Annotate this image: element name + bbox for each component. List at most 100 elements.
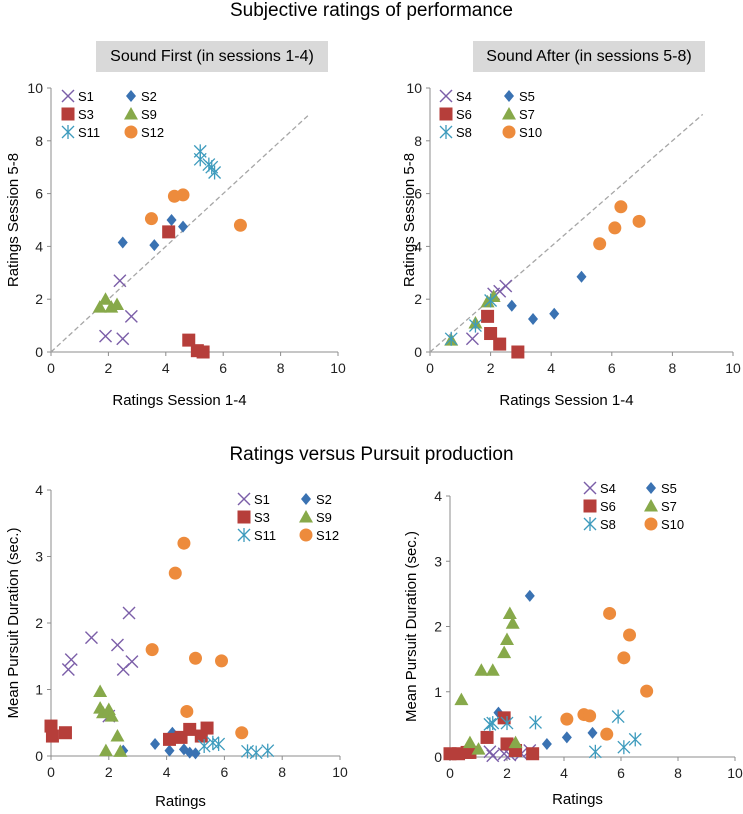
data-point-s5 bbox=[561, 731, 572, 744]
data-point-s10 bbox=[593, 237, 607, 251]
data-point-s12 bbox=[189, 651, 202, 665]
legend-marker bbox=[299, 510, 313, 523]
series-s10 bbox=[560, 606, 654, 741]
data-point-s12 bbox=[145, 643, 159, 657]
data-point-s8 bbox=[588, 744, 602, 759]
x-tick-label: 8 bbox=[278, 764, 286, 780]
series-s9 bbox=[93, 684, 128, 757]
data-point-s2 bbox=[178, 220, 189, 233]
data-point-s10 bbox=[608, 221, 622, 235]
series-s5 bbox=[506, 270, 587, 325]
y-axis-label: Ratings Session 5-8 bbox=[401, 153, 418, 287]
legend-item-s2: S2 bbox=[301, 492, 332, 507]
legend-item-s9: S9 bbox=[124, 107, 157, 122]
data-point-s2 bbox=[166, 214, 177, 226]
legend-item-s11: S11 bbox=[61, 125, 100, 140]
data-point-s2 bbox=[150, 738, 161, 751]
legend-item-s10: S10 bbox=[644, 517, 684, 532]
data-point-s10 bbox=[600, 727, 614, 741]
data-point-s6 bbox=[480, 730, 494, 744]
y-tick-label: 1 bbox=[434, 684, 442, 700]
x-tick-label: 2 bbox=[503, 765, 511, 781]
data-point-s12 bbox=[233, 218, 247, 232]
x-tick-label: 6 bbox=[608, 360, 616, 376]
legend-marker bbox=[124, 107, 138, 120]
legend: S1 S2 S3 S9 S11 S12 bbox=[237, 492, 339, 543]
data-point-s2 bbox=[149, 239, 160, 252]
legend: S1 S2 S3 S9 S11 S12 bbox=[61, 89, 164, 140]
data-point-s12 bbox=[144, 212, 158, 226]
y-tick-label: 6 bbox=[35, 186, 43, 202]
legend-item-s11: S11 bbox=[237, 528, 276, 543]
legend-marker bbox=[439, 107, 453, 121]
series-s1 bbox=[99, 274, 138, 346]
data-point-s10 bbox=[560, 712, 574, 726]
data-point-s12 bbox=[180, 704, 194, 718]
legend-marker bbox=[583, 481, 597, 495]
data-point-s2 bbox=[190, 747, 201, 760]
legend-marker bbox=[583, 499, 597, 513]
legend-marker bbox=[61, 125, 75, 139]
legend-label: S12 bbox=[141, 125, 164, 140]
series-s10 bbox=[593, 200, 646, 251]
legend-item-s8: S8 bbox=[583, 517, 616, 532]
data-point-s3 bbox=[183, 722, 197, 736]
figure-title-bottom: Ratings versus Pursuit production bbox=[229, 444, 514, 465]
legend-item-s2: S2 bbox=[126, 89, 157, 104]
data-point-s5 bbox=[541, 737, 552, 750]
y-axis-label: Mean Pursuit Duration (sec.) bbox=[403, 531, 420, 722]
data-point-s4 bbox=[499, 279, 513, 293]
data-point-s10 bbox=[603, 606, 617, 620]
data-point-s1 bbox=[113, 274, 127, 288]
data-point-s6 bbox=[484, 327, 498, 341]
legend-label: S6 bbox=[600, 499, 616, 514]
data-point-s6 bbox=[511, 345, 525, 359]
data-point-s10 bbox=[583, 709, 597, 723]
series-s12 bbox=[144, 188, 247, 232]
legend-item-s4: S4 bbox=[439, 89, 472, 104]
data-point-s10 bbox=[614, 200, 628, 214]
legend-item-s7: S7 bbox=[502, 107, 535, 122]
legend-item-s1: S1 bbox=[237, 492, 270, 507]
x-axis-label: Ratings bbox=[155, 793, 206, 810]
legend-marker bbox=[644, 499, 658, 512]
legend-item-s12: S12 bbox=[124, 125, 164, 140]
chart-panel-1: 0 2 4 6 8 10 0 2 4 6 8 10 Ratings Session 1-4 Ratings… bbox=[5, 80, 346, 409]
y-tick-label: 4 bbox=[35, 482, 43, 498]
x-tick-label: 2 bbox=[105, 764, 113, 780]
y-axis-label: Ratings Session 5-8 bbox=[5, 153, 22, 287]
legend-label: S8 bbox=[456, 125, 472, 140]
x-tick-label: 2 bbox=[105, 360, 113, 376]
legend-label: S11 bbox=[254, 528, 276, 543]
legend-marker bbox=[126, 90, 136, 102]
y-tick-label: 0 bbox=[35, 344, 43, 360]
data-point-s7 bbox=[500, 632, 514, 646]
y-tick-label: 4 bbox=[35, 238, 43, 254]
legend-marker bbox=[301, 493, 311, 505]
data-point-s5 bbox=[587, 726, 598, 739]
y-tick-label: 2 bbox=[434, 619, 442, 635]
series-s3 bbox=[162, 225, 210, 359]
x-tick-label: 4 bbox=[547, 360, 555, 376]
legend-label: S2 bbox=[141, 89, 157, 104]
x-axis-label: Ratings bbox=[552, 791, 603, 808]
data-point-s1 bbox=[61, 663, 75, 677]
data-point-s11 bbox=[193, 152, 207, 167]
legend-label: S10 bbox=[661, 517, 684, 532]
y-tick-label: 3 bbox=[35, 549, 43, 565]
data-point-s3 bbox=[196, 345, 210, 359]
data-point-s9 bbox=[93, 684, 108, 697]
data-point-s3 bbox=[162, 732, 176, 746]
data-point-s12 bbox=[215, 654, 229, 668]
data-point-s10 bbox=[632, 214, 646, 228]
series-s2 bbox=[117, 214, 189, 252]
data-point-s8 bbox=[468, 318, 482, 333]
y-tick-label: 0 bbox=[434, 749, 442, 765]
legend-item-s1: S1 bbox=[61, 89, 94, 104]
data-point-s8 bbox=[500, 716, 514, 731]
legend-item-s5: S5 bbox=[646, 481, 677, 496]
legend-label: S2 bbox=[316, 492, 332, 507]
legend-marker bbox=[583, 517, 597, 531]
data-point-s8 bbox=[611, 709, 625, 724]
legend-label: S7 bbox=[661, 499, 677, 514]
